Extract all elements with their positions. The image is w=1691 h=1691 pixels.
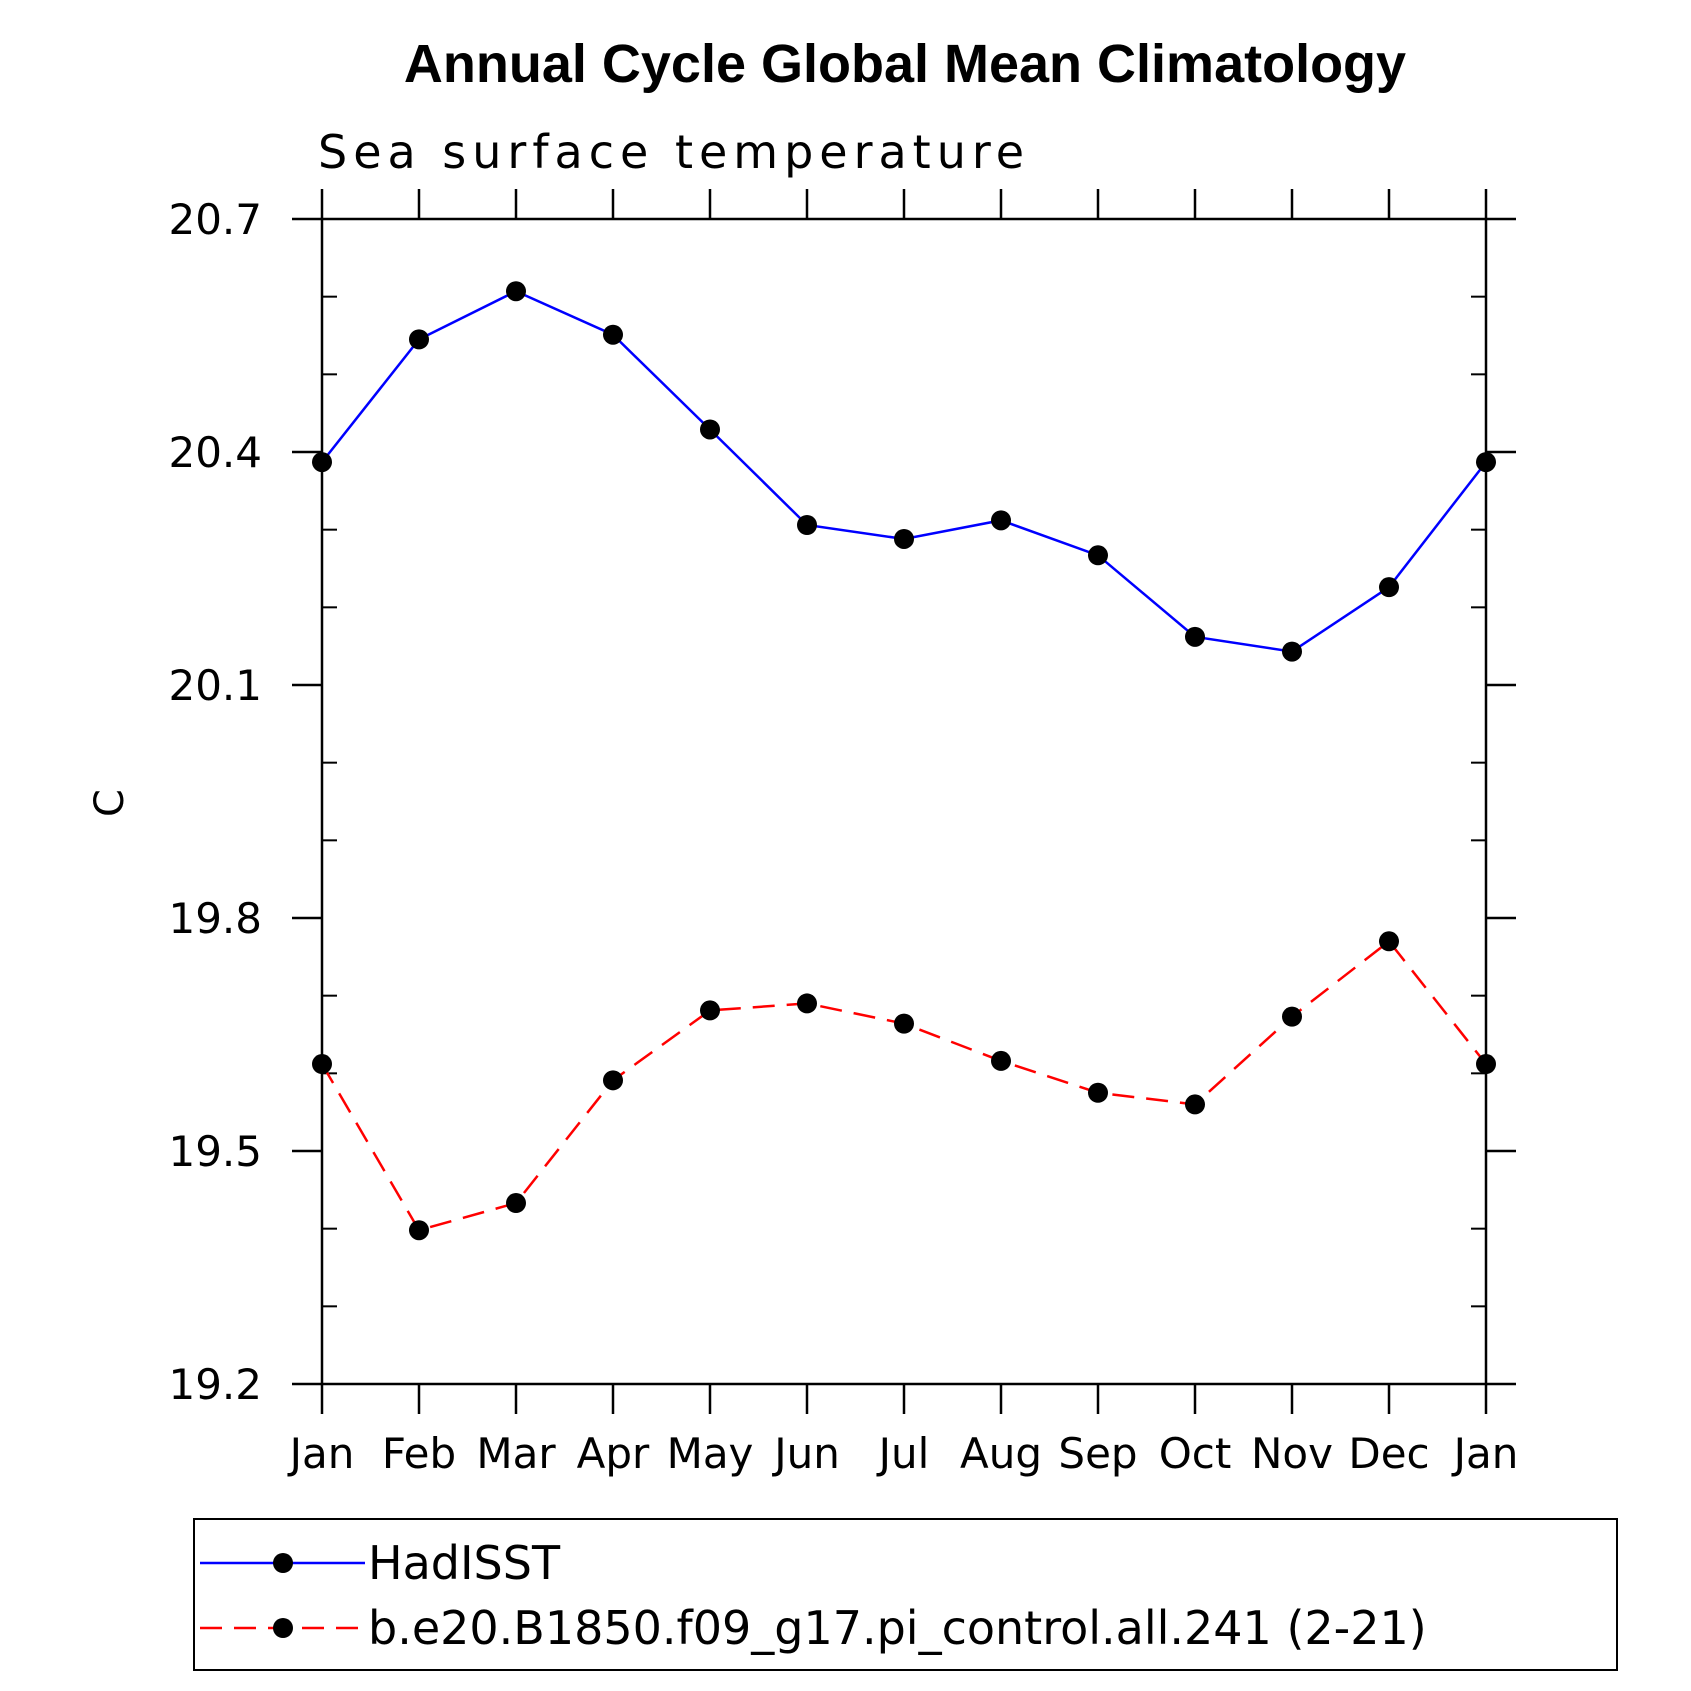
data-point-series-2	[1476, 1054, 1496, 1075]
x-tick-label: Oct	[1159, 1429, 1232, 1478]
series-lines	[320, 289, 1487, 1232]
axis-ticks	[292, 189, 1516, 1414]
data-point-series-2	[1088, 1082, 1108, 1103]
y-tick-label: 20.1	[168, 661, 262, 710]
x-tick-label: Jan	[287, 1429, 355, 1478]
legend-box	[193, 1518, 1618, 1671]
data-point-series-1	[991, 510, 1011, 531]
x-tick-label: Sep	[1058, 1429, 1137, 1478]
series-line-2	[320, 939, 1487, 1232]
data-point-series-2	[1282, 1006, 1302, 1027]
x-tick-label: Jan	[1451, 1429, 1519, 1478]
data-point-series-2	[1185, 1094, 1205, 1115]
chart-subtitle: Sea surface temperature	[318, 125, 1030, 179]
data-point-series-2	[409, 1220, 429, 1241]
x-tick-label: Jun	[771, 1429, 840, 1478]
data-point-series-1	[1185, 626, 1205, 647]
y-tick-label: 20.7	[168, 195, 262, 244]
data-point-series-2	[603, 1070, 623, 1091]
legend-label-2: b.e20.B1850.f09_g17.pi_control.all.241 (…	[368, 1601, 1427, 1655]
y-tick-label: 19.5	[168, 1127, 262, 1176]
series-line-1	[321, 289, 1487, 653]
data-point-series-1	[409, 329, 429, 350]
data-point-series-2	[506, 1193, 526, 1214]
data-point-series-1	[1282, 641, 1302, 662]
x-tick-label: Dec	[1348, 1429, 1429, 1478]
y-tick-label: 19.2	[168, 1360, 262, 1409]
legend-label-1: HadISST	[368, 1536, 561, 1590]
x-tick-label: Mar	[476, 1429, 556, 1478]
series-markers	[312, 281, 1496, 1241]
data-point-series-1	[700, 419, 720, 440]
chart-title: Annual Cycle Global Mean Climatology	[404, 34, 1406, 94]
y-tick-label: 20.4	[168, 428, 262, 477]
data-point-series-2	[1379, 931, 1399, 952]
y-tick-label: 19.8	[168, 894, 262, 943]
legend-marker-1	[273, 1553, 293, 1573]
x-tick-label: Feb	[382, 1429, 456, 1478]
data-point-series-2	[700, 1000, 720, 1021]
x-tick-label: Jul	[876, 1429, 930, 1478]
x-axis-tick-labels: Jan Feb Mar Apr May Jun Jul Aug Sep Oct Nov Dec Jan	[287, 1429, 1519, 1478]
data-point-series-2	[991, 1050, 1011, 1071]
data-point-series-1	[894, 528, 914, 549]
x-tick-label: Nov	[1251, 1429, 1333, 1478]
data-point-series-1	[312, 452, 332, 473]
data-point-series-2	[797, 993, 817, 1014]
legend: HadISST b.e20.B1850.f09_g17.pi_control.al…	[193, 1518, 1618, 1671]
data-point-series-1	[1088, 545, 1108, 566]
y-axis-tick-labels: 20.7 20.4 20.1 19.8 19.5 19.2	[168, 195, 262, 1409]
data-point-series-2	[312, 1054, 332, 1075]
data-point-series-1	[1379, 577, 1399, 598]
data-point-series-1	[603, 324, 623, 345]
x-tick-label: Apr	[577, 1429, 650, 1478]
data-point-series-1	[506, 281, 526, 302]
data-point-series-2	[894, 1013, 914, 1034]
x-tick-label: Aug	[960, 1429, 1042, 1478]
data-point-series-1	[1476, 452, 1496, 473]
data-point-series-1	[797, 515, 817, 536]
legend-marker-2	[273, 1618, 293, 1638]
x-tick-label: May	[667, 1429, 754, 1478]
y-axis-label: C	[87, 789, 133, 817]
